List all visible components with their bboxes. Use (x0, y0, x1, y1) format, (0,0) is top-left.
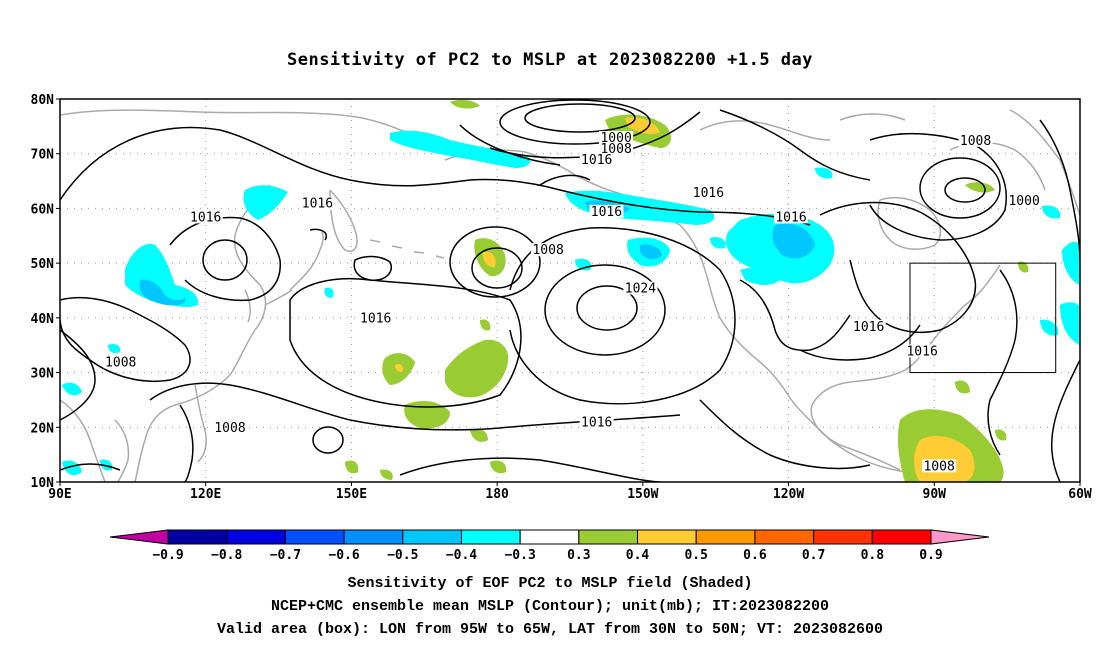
colorbar-swatch (519, 529, 580, 545)
lat-label-60n: 60N (31, 202, 55, 217)
contour-label: 1016 (302, 197, 333, 212)
colorbar-label: 0.7 (802, 548, 825, 563)
lon-label-180: 180 (485, 487, 509, 502)
colorbar-low-extension (109, 529, 169, 545)
map-frame (59, 98, 1081, 483)
colorbar-label: −0.9 (152, 548, 183, 563)
contour-label-bg (579, 152, 614, 166)
contour-label-bg (579, 415, 614, 429)
lat-label-70n: 70N (31, 148, 55, 163)
contour-label-bg (213, 421, 247, 435)
contour-label: 1016 (581, 153, 612, 168)
colorbar-swatch (284, 529, 345, 545)
colorbar-swatch (578, 529, 639, 545)
lon-label-150e: 150E (336, 487, 367, 502)
lon-label-90e: 90E (48, 487, 71, 502)
lat-label-40n: 40N (31, 312, 55, 327)
lat-label-20n: 20N (31, 421, 55, 436)
contour-label-bg (905, 344, 940, 358)
colorbar-label: −0.7 (270, 548, 301, 563)
contour-label: 1008 (105, 355, 136, 370)
lat-label-80n: 80N (31, 93, 55, 108)
contour-label-bg (922, 459, 957, 473)
contour-label: 1008 (923, 459, 954, 474)
colorbar-label: −0.4 (446, 548, 477, 563)
contour-label: 1016 (190, 210, 221, 225)
contour-label: 1016 (693, 186, 724, 201)
contour-label-bg (774, 210, 808, 224)
contour-label-bg (599, 141, 634, 155)
contour-label: 1008 (532, 243, 563, 258)
contour-label: 1016 (906, 344, 937, 359)
contour-label-bg (300, 196, 335, 210)
contour-label: 1000 (1008, 194, 1039, 209)
map-title: Sensitivity of PC2 to MSLP at 2023082200… (286, 50, 813, 70)
contour-label: 1016 (591, 205, 622, 220)
contour-label-bg (188, 210, 223, 224)
colorbar-label: 0.9 (919, 548, 942, 563)
colorbar-swatch (754, 529, 815, 545)
caption-line-3: Valid area (box): LON from 95W to 65W, L… (216, 621, 884, 638)
colorbar-label: 0.4 (626, 548, 650, 563)
contour-label: 1016 (853, 320, 884, 335)
contour-label-bg (358, 311, 393, 325)
contour-label: 1016 (581, 416, 612, 431)
contour-label-bg (1007, 193, 1042, 207)
lon-label-150w: 150W (627, 487, 658, 502)
mslp-contours (60, 99, 1080, 482)
colorbar-label: 0.8 (861, 548, 885, 563)
colorbar-swatch (460, 529, 521, 545)
coastlines (60, 109, 1080, 482)
contour-label: 1024 (625, 282, 656, 297)
lon-label-90w: 90W (923, 487, 947, 502)
caption-line-2: NCEP+CMC ensemble mean MSLP (Contour); u… (270, 598, 830, 615)
sensitivity-shading (62, 99, 1080, 482)
contour-labels: 1000100810161008101610161000101610161016… (103, 131, 1042, 474)
colorbar: −0.9 −0.8 −0.7 −0.6 −0.5 −0.4 −0.3 0.3 0.4 0.5 0.6… (109, 529, 990, 563)
longitude-axis: 90E 120E 150E 180 150W 120W 90W 60W (48, 482, 1092, 502)
contour-label: 1016 (775, 210, 806, 225)
colorbar-swatch (402, 529, 462, 545)
contour-label-bg (691, 185, 726, 199)
contour-label-bg (958, 133, 993, 147)
lat-label-10n: 10N (31, 476, 55, 491)
colorbar-swatch (167, 529, 228, 545)
contour-label: 1008 (960, 134, 991, 149)
colorbar-label: 0.3 (567, 548, 590, 563)
lon-label-120w: 120W (773, 487, 804, 502)
contour-label-bg (623, 281, 658, 295)
colorbar-label: 0.5 (684, 548, 707, 563)
colorbar-swatch (343, 529, 404, 545)
contour-label-bg (599, 131, 634, 145)
colorbar-swatch (871, 529, 932, 545)
colorbar-high-extension (930, 529, 990, 545)
valid-area-box (909, 262, 1057, 374)
colorbar-swatch (226, 529, 286, 545)
lat-label-50n: 50N (31, 257, 55, 272)
colorbar-swatch (813, 529, 873, 545)
colorbar-label: −0.3 (504, 548, 535, 563)
lat-label-30n: 30N (31, 367, 55, 382)
lon-label-60w: 60W (1068, 487, 1092, 502)
colorbar-swatch (637, 529, 697, 545)
contour-label-bg (531, 243, 566, 257)
colorbar-label: −0.5 (387, 548, 418, 563)
latitude-axis: 80N 70N 60N 50N 40N 30N 20N 10N (31, 93, 60, 491)
contour-label-bg (103, 355, 138, 369)
contour-label: 1008 (214, 421, 245, 436)
colorbar-label: 0.6 (743, 548, 767, 563)
contour-label-bg (851, 319, 886, 333)
colorbar-label: −0.8 (211, 548, 242, 563)
caption-line-1: Sensitivity of EOF PC2 to MSLP field (Sh… (347, 575, 753, 592)
colorbar-label: −0.6 (328, 548, 359, 563)
lon-label-120e: 120E (190, 487, 221, 502)
contour-label: 1016 (360, 312, 391, 327)
colorbar-swatch (695, 529, 756, 545)
contour-label-bg (589, 204, 624, 218)
